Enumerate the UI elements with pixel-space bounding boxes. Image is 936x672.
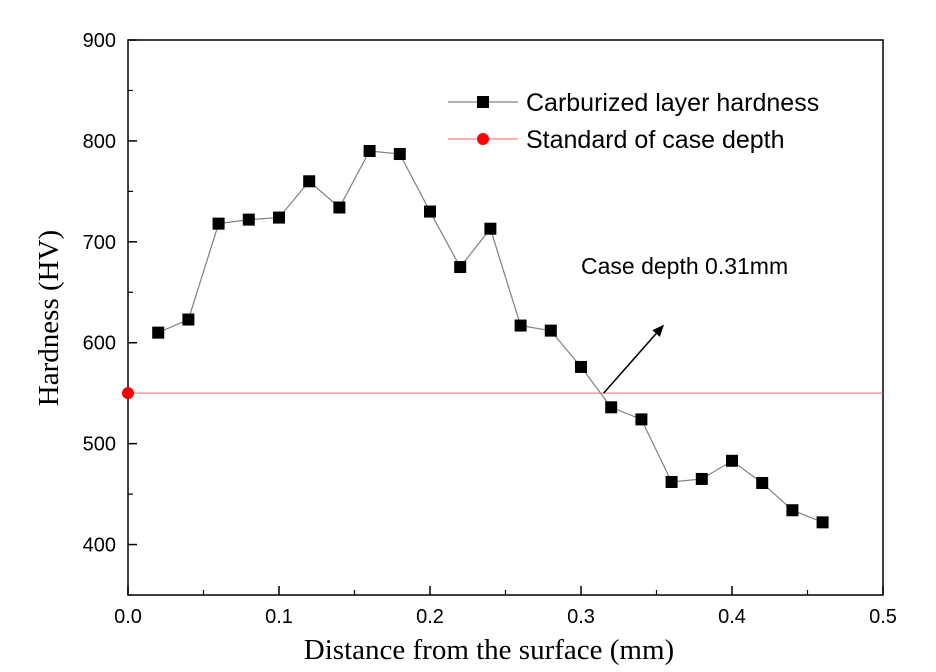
hardness-point [454, 261, 467, 274]
x-tick-label: 0.1 [265, 606, 293, 628]
y-tick-label: 500 [83, 434, 116, 456]
hardness-point [816, 516, 829, 529]
annotation-arrowhead [652, 324, 665, 337]
hardness-point [393, 148, 406, 161]
annotation-arrow [603, 333, 657, 394]
hardness-point [333, 201, 346, 214]
y-axis: 400 500 600 700 800 900 [83, 30, 137, 596]
x-tick-label: 0.0 [114, 606, 142, 628]
legend-marker-hardness [477, 96, 489, 108]
hardness-point [786, 504, 799, 517]
y-tick-label: 800 [83, 131, 116, 153]
hardness-point [212, 217, 225, 230]
hardness-point [182, 313, 195, 326]
hardness-point [605, 401, 618, 414]
hardness-point [665, 475, 678, 488]
y-tick-label: 900 [83, 30, 116, 52]
x-axis: 0.0 0.1 0.2 0.3 0.4 0.5 [114, 586, 897, 628]
hardness-point [242, 213, 255, 226]
legend-marker-standard [477, 133, 489, 145]
plot-area [122, 145, 883, 529]
legend-label-hardness: Carburized layer hardness [526, 89, 819, 117]
y-tick-label: 400 [83, 535, 116, 557]
hardness-point [756, 476, 769, 489]
hardness-point [695, 472, 708, 485]
x-axis-title: Distance from the surface (mm) [304, 634, 674, 666]
hardness-point [544, 324, 557, 337]
x-tick-label: 0.2 [416, 606, 444, 628]
hardness-point [152, 326, 165, 339]
case-depth-annotation: Case depth 0.31mm [581, 253, 788, 394]
legend-label-standard: Standard of case depth [526, 126, 785, 154]
hardness-point [424, 205, 436, 218]
hardness-point [635, 413, 648, 426]
x-tick-label: 0.4 [718, 606, 746, 628]
legend: Carburized layer hardness Standard of ca… [448, 89, 819, 154]
hardness-point [363, 145, 376, 157]
hardness-point [575, 360, 587, 373]
hardness-point [484, 222, 497, 235]
annotation-label: Case depth 0.31mm [581, 253, 788, 279]
case-depth-standard-marker [122, 387, 134, 400]
y-axis-title: Hardness (HV) [33, 230, 65, 406]
plot-frame [127, 39, 884, 596]
x-tick-label: 0.3 [567, 606, 595, 628]
hardness-point [273, 211, 285, 224]
x-tick-label: 0.5 [869, 606, 897, 628]
y-tick-label: 700 [83, 232, 116, 254]
hardness-point [514, 319, 527, 332]
hardness-series-line [157, 150, 823, 523]
y-tick-label: 600 [83, 333, 116, 355]
hardness-point [303, 175, 316, 188]
hardness-point [726, 454, 738, 467]
